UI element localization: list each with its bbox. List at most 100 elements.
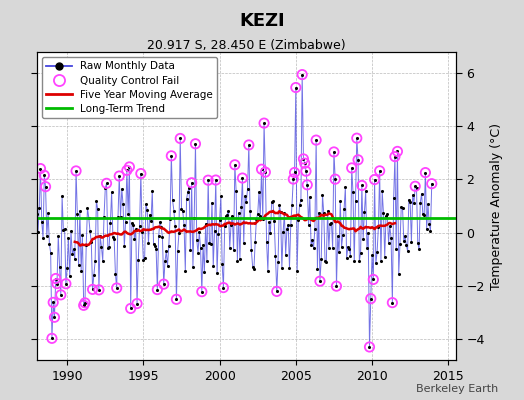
Point [195,229,203,235]
Point [188,180,196,186]
Point [204,177,212,183]
Point [179,208,187,215]
Point [129,222,137,228]
Point [51,275,60,282]
Point [186,247,194,253]
Point [113,285,121,291]
Point [346,252,355,259]
Point [340,206,348,212]
Point [167,153,176,159]
Point [206,241,215,248]
Point [172,296,181,302]
Point [182,196,191,202]
Point [84,215,93,221]
Point [212,177,220,183]
Point [421,169,430,176]
Point [292,84,300,91]
Point [42,233,51,239]
Point [99,258,107,264]
Point [281,252,290,258]
Point [217,193,225,200]
Point [255,189,263,195]
Point [396,240,404,247]
Point [40,172,49,178]
Point [159,281,168,287]
Point [341,184,350,191]
Point [166,216,174,222]
Point [265,218,274,225]
Point [115,173,124,179]
Point [370,176,379,183]
Point [294,217,302,223]
Point [115,173,124,179]
Point [72,168,80,174]
Point [200,269,209,276]
Point [274,259,282,266]
Point [140,254,149,261]
Point [36,165,45,172]
Point [126,305,135,312]
Point [266,230,275,236]
Point [32,211,41,217]
Point [41,184,50,190]
Point [101,185,110,192]
Point [351,198,359,204]
Point [261,169,269,175]
Point [172,296,181,302]
Point [263,239,271,245]
Point [102,180,111,186]
Point [49,299,58,306]
Point [252,216,260,222]
Point [363,245,371,252]
Point [411,183,419,190]
Point [158,234,167,240]
Point [35,205,43,212]
Point [427,228,435,234]
Point [409,192,417,198]
Point [75,208,84,214]
Point [320,210,328,216]
Point [162,248,170,255]
Y-axis label: Temperature Anomaly (°C): Temperature Anomaly (°C) [490,122,503,290]
Point [87,239,95,246]
Point [355,258,364,264]
Point [425,221,433,227]
Point [176,135,184,142]
Point [36,165,45,172]
Point [391,154,399,160]
Point [393,148,401,154]
Point [413,240,422,246]
Point [125,164,134,170]
Point [133,300,141,307]
Point [400,238,408,244]
Point [238,175,247,181]
Point [280,210,289,217]
Point [185,185,193,191]
Point [228,212,236,219]
Point [329,245,337,252]
Point [144,240,152,246]
Point [77,268,85,274]
Point [407,239,416,245]
Point [412,185,421,191]
Point [419,211,427,218]
Point [250,266,258,272]
Point [353,135,361,141]
Point [53,280,61,287]
Point [67,228,75,234]
Point [223,212,232,218]
Point [260,120,268,126]
Point [232,188,241,194]
Point [114,214,122,221]
Point [62,280,70,287]
Point [367,296,375,302]
Point [374,224,383,230]
Point [134,257,143,263]
Point [173,248,182,254]
Point [41,184,50,190]
Point [64,235,73,242]
Point [47,250,55,256]
Point [181,268,190,274]
Point [305,194,314,200]
Point [54,232,62,239]
